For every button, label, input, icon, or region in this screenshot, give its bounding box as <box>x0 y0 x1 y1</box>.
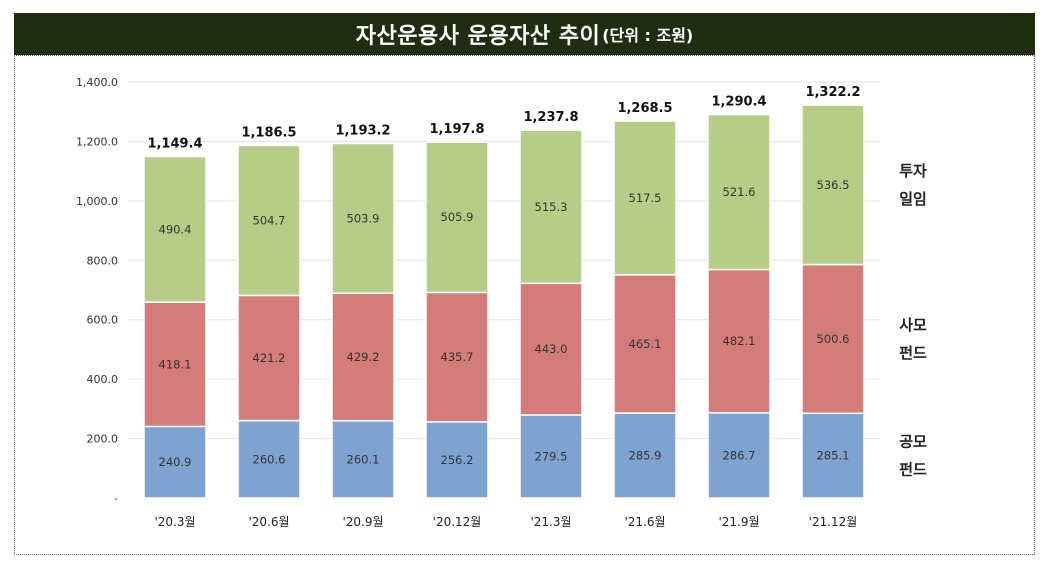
y-tick-label: 1,400.0 <box>76 76 118 89</box>
y-tick-label: 400.0 <box>87 373 119 386</box>
data-label: 517.5 <box>629 191 662 205</box>
bar-segment <box>801 263 865 415</box>
chart-unit: (단위 : 조원) <box>602 26 694 45</box>
data-label: 429.2 <box>347 350 380 364</box>
data-label: 260.1 <box>347 452 380 466</box>
series-label: 사모 <box>899 316 927 334</box>
bar-segment <box>331 142 395 294</box>
data-label: 240.9 <box>159 455 192 469</box>
total-label: 1,322.2 <box>805 85 860 100</box>
data-label: 521.6 <box>723 185 756 199</box>
data-label: 285.9 <box>629 449 662 463</box>
bar-segment <box>331 292 395 422</box>
bar-segment <box>143 301 207 428</box>
total-label: 1,186.5 <box>241 125 296 140</box>
data-label: 503.9 <box>347 211 380 225</box>
x-tick-label: '21.12월 <box>809 515 858 529</box>
data-label: 504.7 <box>253 213 286 227</box>
data-label: 465.1 <box>629 337 662 351</box>
y-tick-label: 1,200.0 <box>76 135 118 148</box>
bar-segment <box>425 291 489 423</box>
total-label: 1,149.4 <box>147 136 202 151</box>
data-label: 505.9 <box>441 210 474 224</box>
title-bar: 자산운용사 운용자산 추이 (단위 : 조원) <box>14 13 1035 55</box>
x-tick-label: '21.9월 <box>718 515 759 529</box>
series-label: 일임 <box>899 190 927 208</box>
y-tick-label: 600.0 <box>87 314 119 327</box>
series-label: 펀드 <box>899 461 927 479</box>
x-tick-label: '21.6월 <box>624 515 665 529</box>
total-label: 1,268.5 <box>617 101 672 116</box>
y-tick-label: 800.0 <box>87 254 119 267</box>
bar-segment <box>519 129 583 285</box>
y-tick-label: - <box>114 492 118 505</box>
data-label: 435.7 <box>441 350 474 364</box>
bar-segment <box>613 120 677 276</box>
data-label: 490.4 <box>159 222 192 236</box>
bar-segment <box>143 425 207 499</box>
bar-segment <box>519 414 583 499</box>
series-label: 공모 <box>899 433 927 451</box>
y-tick-label: 1,000.0 <box>76 195 118 208</box>
data-label: 418.1 <box>159 357 192 371</box>
data-label: 421.2 <box>253 351 286 365</box>
data-label: 443.0 <box>535 342 568 356</box>
y-tick-label: 200.0 <box>87 433 119 446</box>
data-label: 482.1 <box>723 334 756 348</box>
bar-segment <box>707 113 771 271</box>
bar-segment <box>425 421 489 499</box>
bar-segment <box>613 274 677 414</box>
total-label: 1,290.4 <box>711 95 766 110</box>
bar-segment <box>237 419 301 499</box>
data-label: 260.6 <box>253 452 286 466</box>
data-label: 279.5 <box>535 449 568 463</box>
bar-segment <box>143 155 207 303</box>
data-label: 515.3 <box>535 200 568 214</box>
series-label: 펀드 <box>899 344 927 362</box>
x-tick-label: '20.6월 <box>248 515 289 529</box>
x-tick-label: '20.9월 <box>342 515 383 529</box>
data-label: 256.2 <box>441 453 474 467</box>
total-label: 1,197.8 <box>429 122 484 137</box>
series-label: 투자 <box>899 162 927 180</box>
data-label: 285.1 <box>817 449 850 463</box>
bar-segment <box>425 141 489 294</box>
x-tick-label: '20.3월 <box>154 515 195 529</box>
bar-segment <box>519 282 583 416</box>
chart-area <box>14 55 1035 555</box>
bar-segment <box>237 294 301 422</box>
total-label: 1,193.2 <box>335 123 390 138</box>
data-label: 286.7 <box>723 448 756 462</box>
chart-title: 자산운용사 운용자산 추이 <box>355 24 601 49</box>
x-tick-label: '21.3월 <box>530 515 571 529</box>
data-label: 536.5 <box>817 178 850 192</box>
bar-segment <box>801 104 865 266</box>
x-tick-label: '20.12월 <box>433 515 482 529</box>
total-label: 1,237.8 <box>523 110 578 125</box>
bar-segment <box>613 412 677 499</box>
data-label: 500.6 <box>817 332 850 346</box>
bar-segment <box>237 144 301 297</box>
bar-segment <box>707 412 771 499</box>
